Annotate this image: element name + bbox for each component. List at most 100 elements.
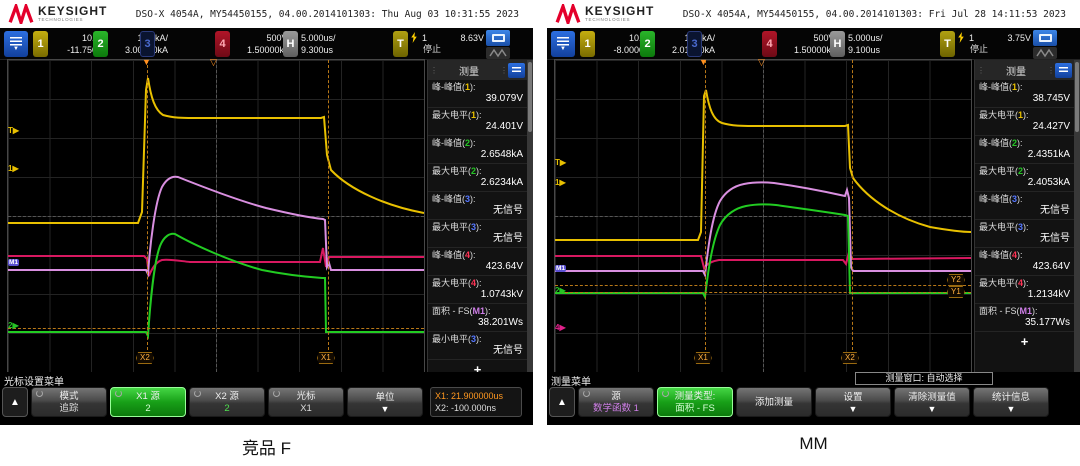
cursor-y-line[interactable] — [8, 328, 424, 329]
channel-1-button[interactable]: 1 — [580, 31, 595, 57]
measurement-row: 最大电平(2): 2.6234kA — [428, 164, 527, 192]
softkey-knob-icon — [273, 390, 280, 397]
channel-3-button[interactable]: 3 — [140, 31, 155, 57]
softkey-button[interactable]: 测量类型: 面积 - FS ▼ — [657, 387, 733, 417]
scope-screen: ▼ 1 10.0V/-11.7500V 2 1.00kA/3.00000kA 3… — [0, 28, 533, 425]
channel-2-button[interactable]: 2 — [640, 31, 655, 57]
add-measurement-button[interactable]: + — [428, 360, 527, 378]
cursor-y2-tag[interactable]: Y2 — [947, 274, 965, 286]
panel-scrollbar[interactable] — [527, 60, 533, 372]
waveform-ch1-trace — [8, 77, 424, 224]
touch-zone-button[interactable] — [1033, 30, 1057, 46]
waveform-ch4-trace — [8, 247, 424, 277]
scope-topbar: KEYSIGHT TECHNOLOGIES DSO-X 4054A, MY544… — [547, 0, 1080, 28]
rectangle-icon — [1038, 34, 1052, 42]
menu-button[interactable]: ▼ — [551, 31, 575, 57]
softkey-title: X2 源 — [215, 391, 239, 402]
cursor-y1-line[interactable] — [555, 292, 971, 293]
trigger-button[interactable]: T — [393, 31, 408, 57]
channel-1-button[interactable]: 1 — [33, 31, 48, 57]
softkey-title: 统计信息 — [991, 392, 1030, 403]
panel-menu-button[interactable] — [508, 62, 525, 78]
cursor-x1-line[interactable] — [705, 60, 706, 350]
softkey-button[interactable]: 清除测量值 ▼ — [894, 387, 970, 417]
hamburger-icon — [512, 66, 521, 74]
menu-back-button[interactable]: ▲ — [2, 387, 28, 417]
channel-ref: 3 — [1018, 222, 1024, 232]
measurement-panel-header: ⋮ 测量 ⋮ — [428, 60, 527, 80]
measurement-value: 1.2134kV — [1027, 289, 1070, 300]
cursor-y1-tag[interactable]: Y1 — [947, 286, 965, 298]
channel-bar: ▼ 1 10.0V/-11.7500V 2 1.00kA/3.00000kA 3… — [0, 28, 533, 60]
channel-4-button[interactable]: 4 — [762, 31, 777, 57]
scrollbar-thumb[interactable] — [1075, 62, 1079, 132]
scope-topbar: KEYSIGHT TECHNOLOGIES DSO-X 4054A, MY544… — [0, 0, 533, 28]
waveform-ch1-trace — [555, 89, 971, 241]
measurement-row: 峰-峰值(2): 2.6548kA — [428, 136, 527, 164]
panel-menu-button[interactable] — [1055, 62, 1072, 78]
hamburger-icon — [1059, 66, 1068, 74]
scrollbar-thumb[interactable] — [528, 62, 532, 132]
waveform-grid: ▼ ▽ X1 X2 Y2 Y1 T▶ 1▶ M1 2▶ 4▶ — [554, 57, 972, 373]
measurement-row: 面积 - FS(M1): 35.177Ws — [975, 304, 1074, 332]
add-measurement-button[interactable]: + — [975, 332, 1074, 350]
measurement-label: 最大电平(2): — [432, 166, 482, 176]
menu-button[interactable]: ▼ — [4, 31, 28, 57]
cursor-x2-tag[interactable]: X2 — [841, 352, 859, 364]
channel-ref: 4 — [471, 278, 477, 288]
softkey-button[interactable]: 设置 ▼ — [815, 387, 891, 417]
cursor-x1-tag[interactable]: X1 — [317, 352, 335, 364]
channel-ref: 1 — [471, 110, 477, 120]
trigger-level-marker: T▶ — [8, 126, 20, 135]
softkey-button[interactable]: X1 源 2 ▼ — [110, 387, 186, 417]
chevron-down-icon: ▼ — [13, 45, 19, 52]
waveform-toggle-button[interactable] — [1033, 47, 1057, 59]
softkey-button[interactable]: 光标 X1 ▼ — [268, 387, 344, 417]
measurement-row: 面积 - FS(M1): 38.201Ws — [428, 304, 527, 332]
brand-name: KEYSIGHT — [38, 4, 108, 18]
menu-back-button[interactable]: ▲ — [549, 387, 575, 417]
time-reference-icon: ▽ — [210, 57, 217, 67]
channel-3-button[interactable]: 3 — [687, 31, 702, 57]
softkey-button[interactable]: 单位 ▼ — [347, 387, 423, 417]
cursor-x1-tag[interactable]: X1 — [694, 352, 712, 364]
channel-ref: 1 — [1012, 82, 1018, 92]
horizontal-button[interactable]: H — [283, 31, 298, 57]
measurement-value: 无信号 — [493, 205, 523, 216]
measurement-label: 面积 - FS(M1): — [979, 306, 1038, 316]
cursor-x2-line[interactable] — [147, 60, 148, 350]
measurement-label: 最小电平(3): — [432, 334, 482, 344]
horizontal-button[interactable]: H — [830, 31, 845, 57]
softkey-button[interactable]: 源 数学函数 1 ▼ — [578, 387, 654, 417]
scope-screen: ▼ 1 10.0V/-8.00000V 2 1.00kA/2.01200kA 3… — [547, 28, 1080, 425]
cursor-x1-line[interactable] — [328, 60, 329, 350]
softkey-title: 源 — [611, 391, 621, 402]
panel-scrollbar[interactable] — [1074, 60, 1080, 372]
softkey-knob-icon — [36, 390, 43, 397]
arrow-down-icon: ▼ — [380, 404, 390, 414]
acquisition-mode: 停止 — [423, 44, 442, 54]
trigger-button[interactable]: T — [940, 31, 955, 57]
channel-2-button[interactable]: 2 — [93, 31, 108, 57]
measurement-panel-header: ⋮ 测量 ⋮ — [975, 60, 1074, 80]
channel-4-button[interactable]: 4 — [215, 31, 230, 57]
measurement-label: 最大电平(3): — [432, 222, 482, 232]
measurement-value: 2.6548kA — [480, 149, 523, 160]
cursor-x2-line[interactable] — [852, 60, 853, 350]
softkey-button[interactable]: 统计信息 ▼ — [973, 387, 1049, 417]
cursor-x2-value: X2: -100.000ns — [435, 403, 497, 413]
measurement-value: 2.4351kA — [1027, 149, 1070, 160]
softkey-button[interactable]: 添加测量 ▼ — [736, 387, 812, 417]
waveform-toggle-button[interactable] — [486, 47, 510, 59]
lightning-bolt-icon — [411, 32, 417, 43]
brand-text: KEYSIGHT TECHNOLOGIES — [38, 4, 108, 22]
brand-sub: TECHNOLOGIES — [38, 17, 84, 22]
touch-zone-button[interactable] — [486, 30, 510, 46]
cursor-x2-tag[interactable]: X2 — [136, 352, 154, 364]
measurement-label: 峰-峰值(2): — [979, 138, 1023, 148]
softkey-button[interactable]: 模式 追踪 ▼ — [31, 387, 107, 417]
channel-1-ground-marker: 1▶ — [555, 178, 566, 187]
softkey-button[interactable]: X2 源 2 ▼ — [189, 387, 265, 417]
cursor-y2-line[interactable] — [555, 285, 971, 286]
measurement-label: 面积 - FS(M1): — [432, 306, 491, 316]
